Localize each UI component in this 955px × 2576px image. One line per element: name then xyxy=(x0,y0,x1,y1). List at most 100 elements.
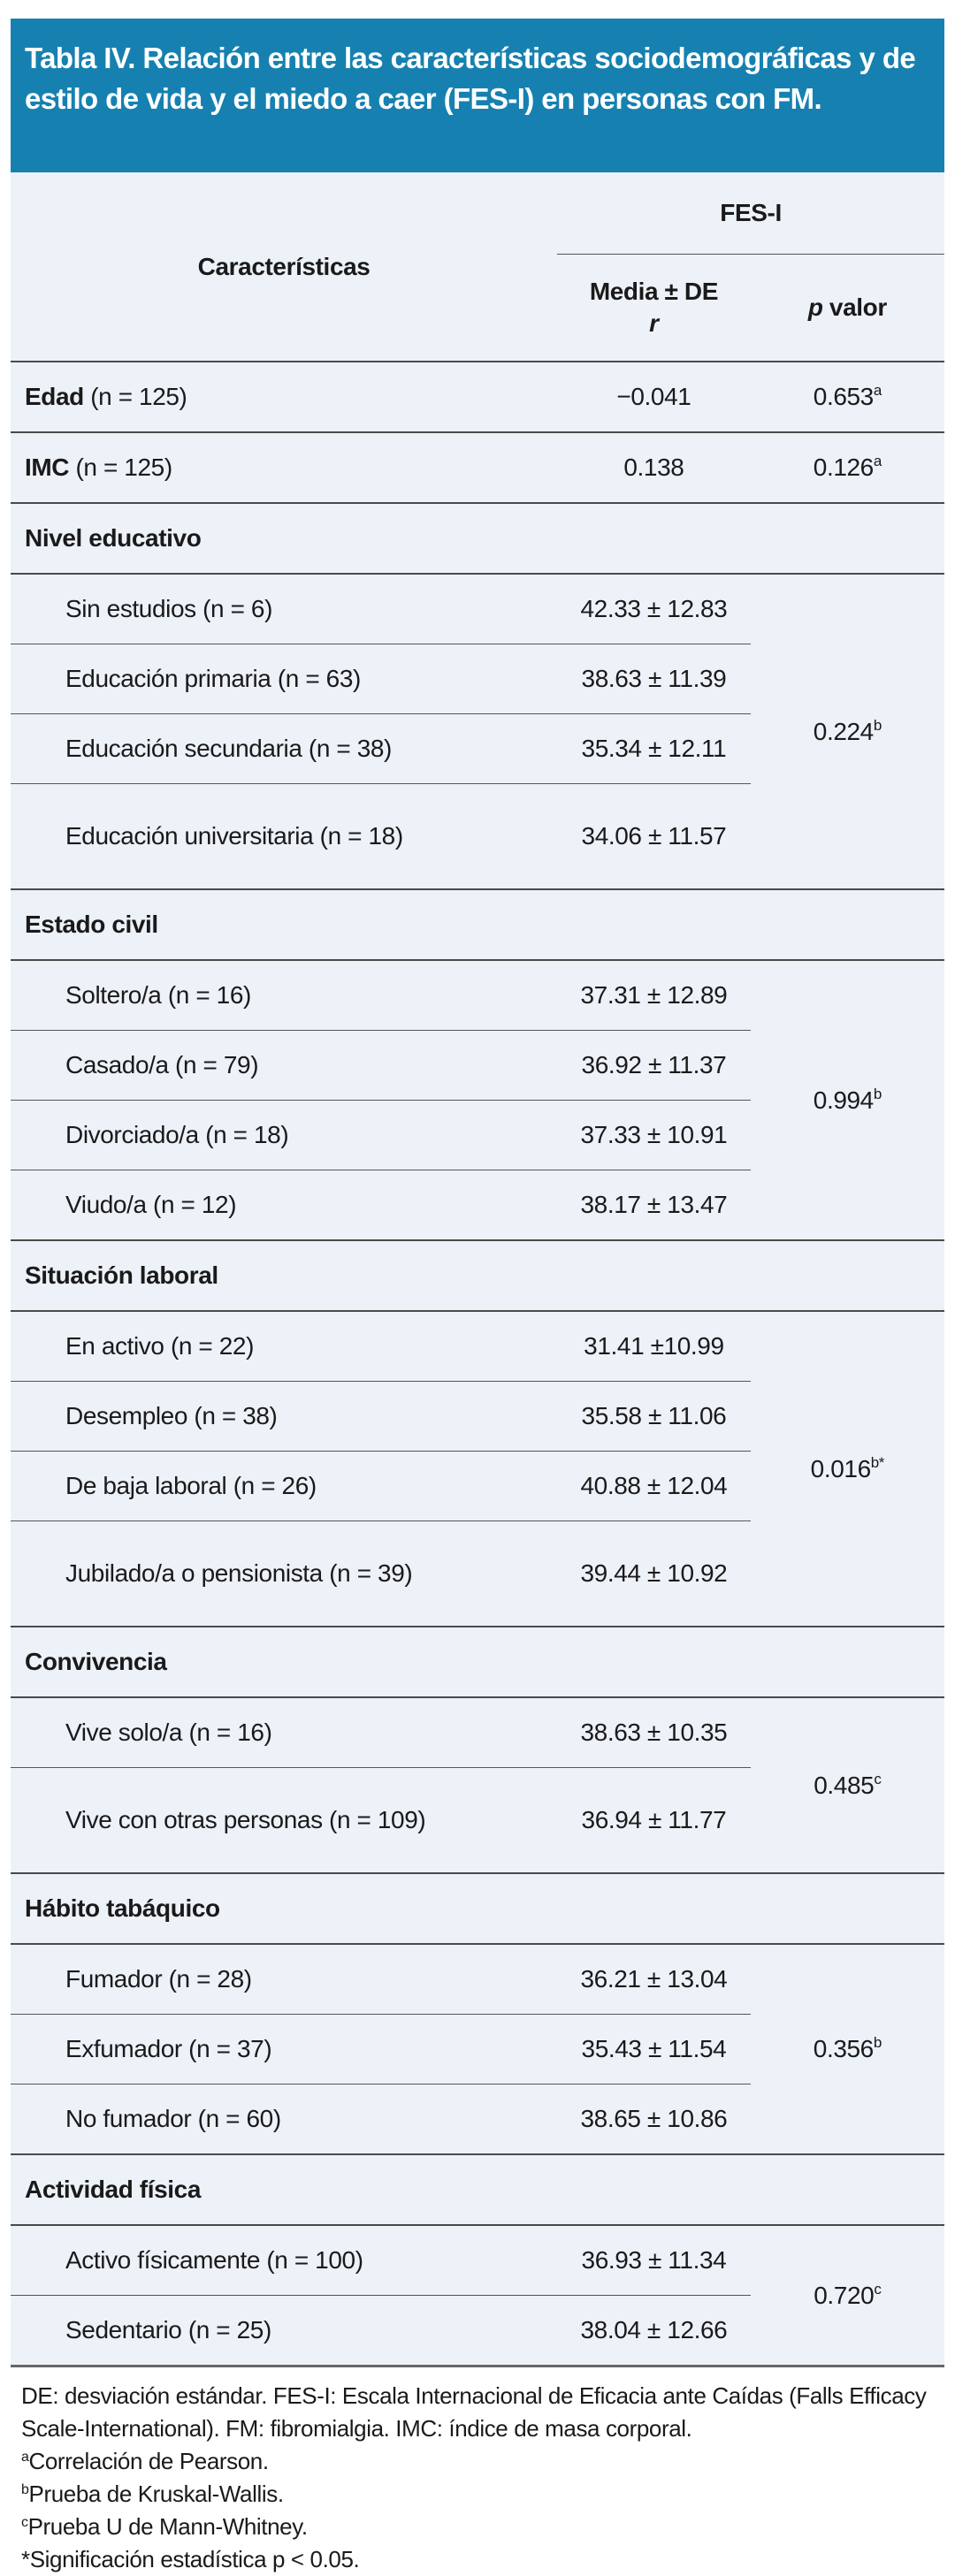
row-label: Casado/a (n = 79) xyxy=(11,1030,558,1101)
row-label: Educación secundaria (n = 38) xyxy=(11,713,558,784)
row-value: 37.31 ± 12.89 xyxy=(557,959,751,1031)
p-value-sup: b* xyxy=(870,1453,885,1471)
row-label: Exfumador (n = 37) xyxy=(11,2014,558,2084)
row-value: 35.43 ± 11.54 xyxy=(557,2014,751,2084)
table-row: IMC (n = 125) 0.138 0.126a xyxy=(11,431,944,503)
row-label: Educación universitaria (n = 18) xyxy=(11,783,558,889)
row-value: 36.92 ± 11.37 xyxy=(557,1030,751,1101)
table-title: Tabla IV. Relación entre las característ… xyxy=(11,19,944,172)
header-characteristics: Características xyxy=(197,252,371,280)
group-title: Convivencia xyxy=(11,1626,944,1697)
row-label: Activo físicamente (n = 100) xyxy=(11,2224,558,2296)
row-value: 31.41 ±10.99 xyxy=(557,1310,751,1382)
row-value: 42.33 ± 12.83 xyxy=(557,573,751,644)
table-row: Educación secundaria (n = 38) 35.34 ± 12.… xyxy=(11,713,944,784)
row-label: Vive con otras personas (n = 109) xyxy=(11,1767,558,1873)
row-label-n: (n = 125) xyxy=(69,453,173,481)
note-a: aCorrelación de Pearson. xyxy=(21,2445,932,2478)
group-p-value: 0.224b xyxy=(750,573,944,889)
table-row: En activo (n = 22) 31.41 ±10.99 0.016b* xyxy=(11,1310,944,1627)
row-label: Divorciado/a (n = 18) xyxy=(11,1100,558,1170)
row-label: Educación primaria (n = 63) xyxy=(11,644,558,714)
header-p-italic: p xyxy=(807,293,823,321)
row-label-bold: Edad xyxy=(25,383,84,410)
table-row: No fumador (n = 60) 38.65 ± 10.86 xyxy=(11,2084,944,2154)
p-value-sup: b xyxy=(873,2034,882,2051)
row-value: 37.33 ± 10.91 xyxy=(557,1100,751,1170)
row-label-bold: IMC xyxy=(25,453,70,481)
row-label: Sin estudios (n = 6) xyxy=(11,573,558,644)
header-subrow: Media ± DE r p valor xyxy=(11,254,944,362)
note-b-text: Prueba de Kruskal-Wallis. xyxy=(28,2481,285,2507)
row-p-value: 0.653a xyxy=(750,361,944,432)
row-label: Viudo/a (n = 12) xyxy=(11,1170,558,1240)
row-label: Fumador (n = 28) xyxy=(11,1943,558,2015)
note-c: cPrueba U de Mann-Whitney. xyxy=(21,2511,932,2543)
row-value: −0.041 xyxy=(557,361,751,432)
header-p: p valor xyxy=(750,254,944,362)
p-value-text: 0.485 xyxy=(814,1771,875,1799)
p-value-sup: c xyxy=(874,1770,882,1787)
p-value-sup: a xyxy=(873,382,882,399)
table-row: Soltero/a (n = 16) 37.31 ± 12.89 0.994b xyxy=(11,959,944,1240)
table-row: Viudo/a (n = 12) 38.17 ± 13.47 xyxy=(11,1170,944,1240)
table-row: Desempleo (n = 38) 35.58 ± 11.06 xyxy=(11,1381,944,1452)
group-title: Actividad física xyxy=(11,2153,944,2225)
row-value: 36.93 ± 11.34 xyxy=(557,2224,751,2296)
row-label: Desempleo (n = 38) xyxy=(11,1381,558,1452)
table-row: Activo físicamente (n = 100) 36.93 ± 11.3… xyxy=(11,2224,944,2367)
group-p-value: 0.356b xyxy=(750,1943,944,2154)
p-value-text: 0.224 xyxy=(813,717,874,745)
group-header-row: Hábito tabáquico xyxy=(11,1872,944,1944)
table-row: Exfumador (n = 37) 35.43 ± 11.54 xyxy=(11,2014,944,2084)
table-row: Edad (n = 125) −0.041 0.653a xyxy=(11,361,944,432)
row-value: 36.21 ± 13.04 xyxy=(557,1943,751,2015)
p-value-text: 0.016 xyxy=(810,1454,871,1482)
row-value: 38.17 ± 13.47 xyxy=(557,1170,751,1240)
p-value-sup: b xyxy=(873,716,882,734)
group-p-value: 0.485c xyxy=(750,1696,944,1873)
row-label: IMC (n = 125) xyxy=(11,431,558,503)
table-row: Vive solo/a (n = 16) 38.63 ± 10.35 0.485c xyxy=(11,1696,944,1873)
group-p-value: 0.720c xyxy=(750,2224,944,2367)
note-a-sup: a xyxy=(21,2450,29,2465)
table-row: Casado/a (n = 79) 36.92 ± 11.37 xyxy=(11,1030,944,1101)
group-header-row: Convivencia xyxy=(11,1626,944,1697)
data-table: Características FES-I Media ± DE r p val… xyxy=(11,172,944,2367)
group-p-value: 0.994b xyxy=(750,959,944,1240)
note-b-sup: b xyxy=(21,2482,29,2497)
table-row: De baja laboral (n = 26) 40.88 ± 12.04 xyxy=(11,1451,944,1521)
header-p-rest: valor xyxy=(822,293,887,321)
group-header-row: Nivel educativo xyxy=(11,502,944,574)
row-value: 40.88 ± 12.04 xyxy=(557,1451,751,1521)
row-label: De baja laboral (n = 26) xyxy=(11,1451,558,1521)
row-p-value: 0.126a xyxy=(750,431,944,503)
group-header-row: Estado civil xyxy=(11,888,944,960)
table-row: Educación primaria (n = 63) 38.63 ± 11.39 xyxy=(11,644,944,714)
p-value-text: 0.126 xyxy=(813,453,874,481)
row-value: 39.44 ± 10.92 xyxy=(557,1520,751,1627)
group-header-row: Situación laboral xyxy=(11,1239,944,1311)
row-label: Jubilado/a o pensionista (n = 39) xyxy=(11,1520,558,1627)
table-notes: DE: desviación estándar. FES-I: Escala I… xyxy=(11,2380,932,2576)
group-p-value: 0.016b* xyxy=(750,1310,944,1627)
row-value: 38.04 ± 12.66 xyxy=(557,2295,751,2367)
table-row: Educación universitaria (n = 18) 34.06 ± … xyxy=(11,783,944,889)
row-value: 38.63 ± 10.35 xyxy=(557,1696,751,1768)
table-row: Sin estudios (n = 6) 42.33 ± 12.83 0.224b xyxy=(11,573,944,889)
p-value-text: 0.653 xyxy=(813,383,874,410)
row-value: 38.65 ± 10.86 xyxy=(557,2084,751,2154)
table-row: Vive con otras personas (n = 109) 36.94 ±… xyxy=(11,1767,944,1873)
row-value: 35.34 ± 12.11 xyxy=(557,713,751,784)
row-value: 36.94 ± 11.77 xyxy=(557,1767,751,1873)
p-value-text: 0.356 xyxy=(813,2035,874,2062)
note-b: bPrueba de Kruskal-Wallis. xyxy=(21,2478,932,2511)
group-title: Nivel educativo xyxy=(11,502,944,574)
table-row: Divorciado/a (n = 18) 37.33 ± 10.91 xyxy=(11,1100,944,1170)
row-value: 34.06 ± 11.57 xyxy=(557,783,751,889)
table-row: Fumador (n = 28) 36.21 ± 13.04 0.356b xyxy=(11,1943,944,2154)
header-mean: Media ± DE r xyxy=(557,254,751,362)
group-title: Hábito tabáquico xyxy=(11,1872,944,1944)
row-value: 38.63 ± 11.39 xyxy=(557,644,751,714)
header-r-label: r xyxy=(649,309,659,337)
